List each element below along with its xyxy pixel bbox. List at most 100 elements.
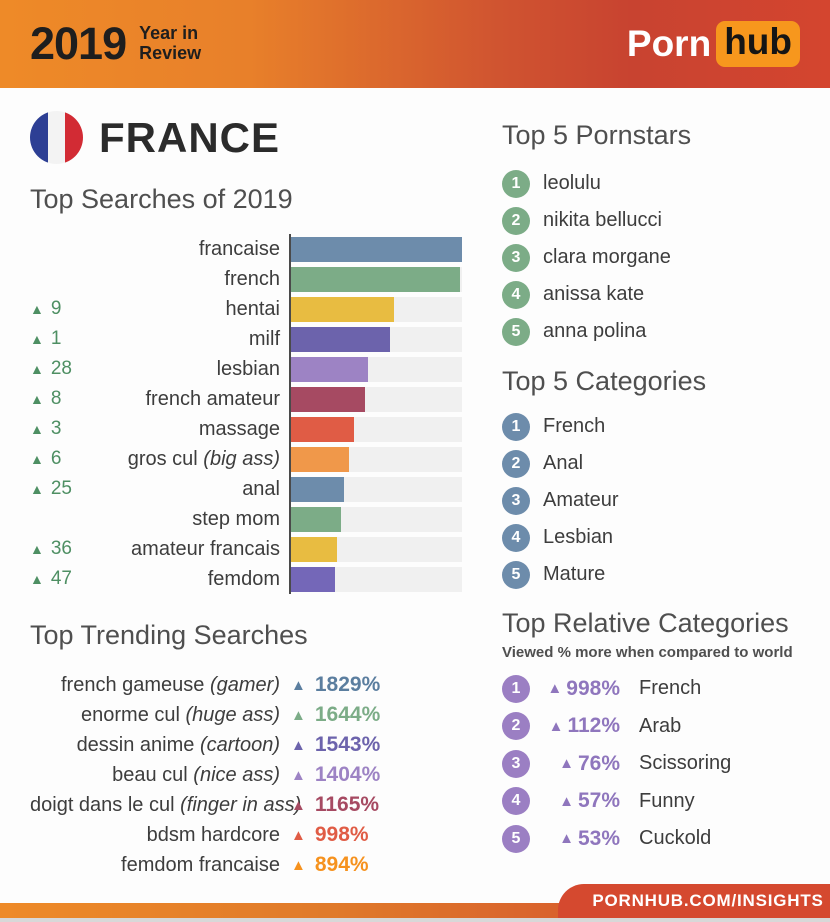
rank-change: ▲ 28 [30, 358, 86, 380]
rank-up-icon: ▲ [30, 361, 44, 377]
chart-row: step mom [30, 504, 462, 534]
up-triangle-icon: ▲ [291, 796, 306, 814]
item-name: Lesbian [543, 526, 614, 548]
up-triangle-icon: ▲ [559, 830, 574, 848]
bar-track [291, 446, 462, 472]
rank-number-badge: 3 [502, 749, 530, 778]
list-item: 5 anna polina [502, 313, 671, 350]
trending-pct: 1404% [314, 763, 381, 786]
france-flag-icon [30, 111, 83, 164]
categories-title: Top 5 Categories [502, 366, 707, 396]
rank-change-value: 28 [50, 358, 72, 379]
top-searches-chart: francaise french ▲ 9 hentai [30, 234, 462, 594]
rank-change: ▲ 9 [30, 298, 86, 320]
rank-number-badge: 5 [502, 824, 530, 853]
bar-axis [289, 354, 462, 384]
trending-row: doigt dans le cul (finger in ass) ▲ 1165… [30, 790, 462, 820]
rank-up-icon: ▲ [30, 571, 44, 587]
bar-axis [289, 534, 462, 564]
bar-axis [289, 234, 462, 264]
search-term-label: hentai [225, 297, 281, 320]
trending-row: enorme cul (huge ass) ▲ 1644% [30, 700, 462, 730]
trending-pct: 1543% [314, 733, 381, 756]
trending-row: femdom francaise ▲ 894% [30, 850, 462, 880]
rank-change-value: 8 [50, 388, 62, 409]
search-term-label: lesbian [216, 357, 280, 380]
bar [291, 266, 461, 292]
rank-change-value: 9 [50, 298, 62, 319]
category-name: Funny [639, 789, 695, 812]
bar-track [291, 296, 462, 322]
chart-row: ▲ 9 hentai [30, 294, 462, 324]
rank-number-badge: 2 [502, 449, 530, 478]
bar-axis [289, 504, 462, 534]
rank-change: ▲ 3 [30, 418, 86, 440]
trending-row: dessin anime (cartoon) ▲ 1543% [30, 730, 462, 760]
list-item: 4 Lesbian [502, 519, 619, 556]
chart-row: ▲ 47 femdom [30, 564, 462, 594]
bar [291, 326, 391, 352]
list-item: 2 nikita bellucci [502, 202, 671, 239]
bar [291, 296, 394, 322]
trending-pct: 1165% [314, 793, 380, 816]
trending-term-label: femdom francaise [121, 853, 280, 876]
top-searches-title: Top Searches of 2019 [30, 184, 293, 214]
chart-row: ▲ 6 gros cul (big ass) [30, 444, 462, 474]
bar [291, 536, 338, 562]
item-name: clara morgane [543, 246, 671, 268]
item-name: Mature [543, 563, 606, 585]
rank-number-badge: 2 [502, 206, 530, 235]
rank-up-icon: ▲ [30, 421, 44, 437]
rank-change-value: 25 [50, 478, 72, 499]
chart-row: ▲ 25 anal [30, 474, 462, 504]
categories-list: 1 French 2 Anal 3 Amateur 4 Lesbian 5 Ma… [502, 408, 619, 593]
up-triangle-icon: ▲ [291, 766, 306, 784]
category-name: Cuckold [639, 827, 712, 850]
relative-categories-title: Top Relative Categories [502, 608, 789, 638]
chart-row: french [30, 264, 462, 294]
bar [291, 356, 368, 382]
category-name: Scissoring [639, 752, 732, 775]
trending-term-label: doigt dans le cul [30, 793, 175, 816]
relative-category-item: 4 ▲ 57% Funny [502, 783, 731, 821]
bar [291, 566, 336, 592]
search-term-label: french [224, 267, 280, 290]
bar-track [291, 476, 462, 502]
rank-up-icon: ▲ [30, 301, 44, 317]
item-name: Amateur [543, 489, 619, 511]
rank-change-value: 3 [50, 418, 62, 439]
search-term-label: massage [198, 417, 280, 440]
list-item: 1 leolulu [502, 165, 671, 202]
relative-pct: 53% [577, 826, 620, 850]
bar-track [291, 506, 462, 532]
rank-change-value: 36 [50, 538, 72, 559]
relative-pct: 998% [566, 676, 620, 700]
item-name: anna polina [543, 320, 647, 342]
chart-row: ▲ 28 lesbian [30, 354, 462, 384]
year-in-review-label: Year in Review [139, 23, 202, 63]
relative-category-item: 5 ▲ 53% Cuckold [502, 820, 731, 858]
header-bar: 2019 Year in Review Porn hub [0, 0, 830, 88]
relative-pct: 76% [577, 751, 620, 775]
trending-term-label: beau cul [112, 763, 188, 786]
list-item: 2 Anal [502, 445, 619, 482]
up-triangle-icon: ▲ [291, 826, 306, 844]
trending-row: bdsm hardcore ▲ 998% [30, 820, 462, 850]
rank-number-badge: 1 [502, 412, 530, 441]
rank-up-icon: ▲ [30, 331, 44, 347]
trending-term-label: bdsm hardcore [146, 823, 280, 846]
relative-category-item: 1 ▲ 998% French [502, 670, 731, 708]
chart-row: ▲ 3 massage [30, 414, 462, 444]
rank-number-badge: 3 [502, 486, 530, 515]
trending-title: Top Trending Searches [30, 620, 308, 650]
trending-pct: 1829% [314, 673, 381, 696]
search-term-label: milf [248, 327, 280, 350]
footer-url: PORNHUB.COM/INSIGHTS [592, 891, 824, 910]
category-name: French [639, 677, 702, 700]
rank-change: ▲ 36 [30, 538, 86, 560]
list-item: 5 Mature [502, 556, 619, 593]
trending-row: french gameuse (gamer) ▲ 1829% [30, 670, 462, 700]
bar-track [291, 326, 462, 352]
trending-term-note: (finger in ass) [174, 793, 302, 816]
year-label: 2019 [30, 18, 127, 69]
